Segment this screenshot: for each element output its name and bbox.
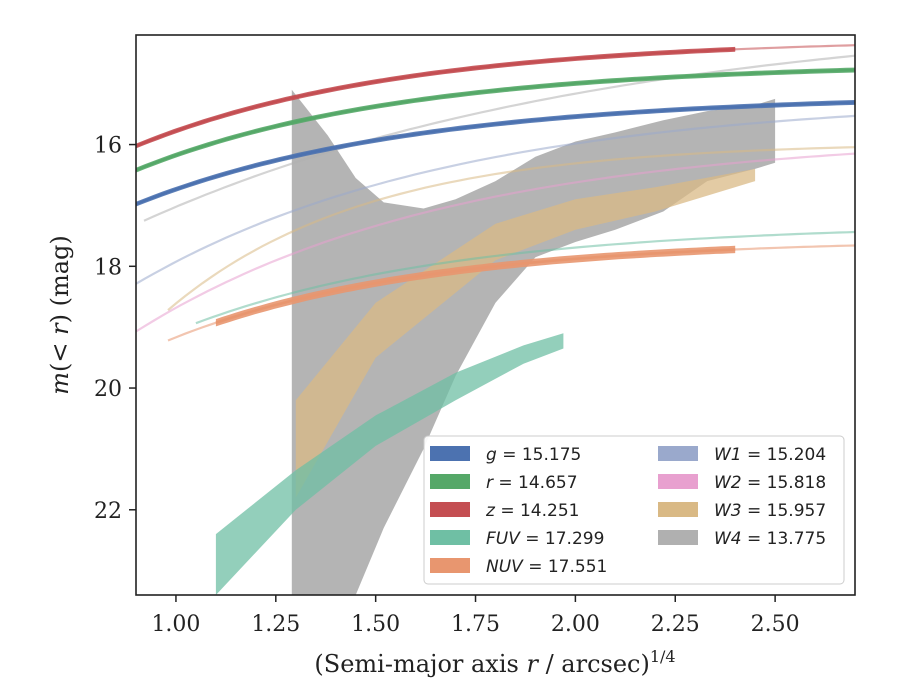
data-curve-z: [136, 48, 736, 148]
y-tick-label: 16: [94, 134, 122, 159]
data-curves: [136, 46, 855, 327]
legend-swatch: [658, 502, 698, 517]
y-tick-label: 20: [94, 377, 122, 402]
x-tick-label: 2.00: [551, 612, 600, 637]
y-axis-label: m(< r) (mag): [46, 235, 74, 395]
band-r: [136, 67, 855, 173]
model-curve-w1: [136, 114, 855, 285]
x-tick-label: 2.50: [751, 612, 800, 637]
x-tick-label: 1.00: [151, 612, 200, 637]
legend-label: W1 = 15.204: [714, 445, 826, 465]
legend-swatch: [430, 474, 470, 489]
legend-swatch: [658, 446, 698, 461]
x-tick-label: 2.25: [651, 612, 700, 637]
legend-box: [423, 435, 845, 585]
x-tick-label: 1.50: [351, 612, 400, 637]
legend-swatch: [430, 530, 470, 545]
data-curve-r: [136, 68, 855, 172]
plot-frame: [135, 34, 856, 596]
x-tick-label: 1.75: [451, 612, 500, 637]
legend-label: W3 = 15.957: [714, 501, 826, 521]
legend-label: W4 = 13.775: [714, 529, 826, 549]
legend-swatch: [658, 530, 698, 545]
band-nuv: [215, 245, 736, 327]
model-curve-w3: [167, 146, 855, 311]
model-curve-w2: [136, 152, 855, 333]
legend-label: NUV = 17.551: [486, 557, 607, 577]
legend-swatch: [430, 502, 470, 517]
band-fuv: [215, 333, 564, 595]
legend-label: W2 = 15.818: [714, 473, 826, 493]
x-axis-label: (Semi-major axis r / arcsec)1/4: [314, 647, 675, 678]
legend-swatch: [658, 474, 698, 489]
legend-swatch: [430, 558, 470, 573]
band-w3: [295, 168, 756, 498]
data-curve-nuv: [215, 248, 736, 325]
y-tick-label: 22: [94, 499, 122, 524]
legend-label: g = 15.175: [486, 445, 581, 465]
x-tick-label: 1.25: [251, 612, 300, 637]
y-axis: 16 18 20 22: [94, 134, 136, 524]
x-axis: 1.00 1.25 1.50 1.75 2.00 2.25 2.50: [151, 595, 800, 637]
legend-label: r = 14.657: [486, 473, 578, 493]
y-tick-label: 18: [94, 255, 122, 280]
legend-swatch: [430, 446, 470, 461]
data-curve-g: [136, 101, 855, 206]
model-curve-fuv: [195, 230, 855, 325]
legend-label: z = 14.251: [485, 501, 579, 521]
model-curve-w4: [143, 54, 855, 222]
legend: g = 15.175 r = 14.657 z = 14.251 FUV = 17.2…: [423, 435, 845, 585]
legend-label: FUV = 17.299: [486, 529, 604, 549]
